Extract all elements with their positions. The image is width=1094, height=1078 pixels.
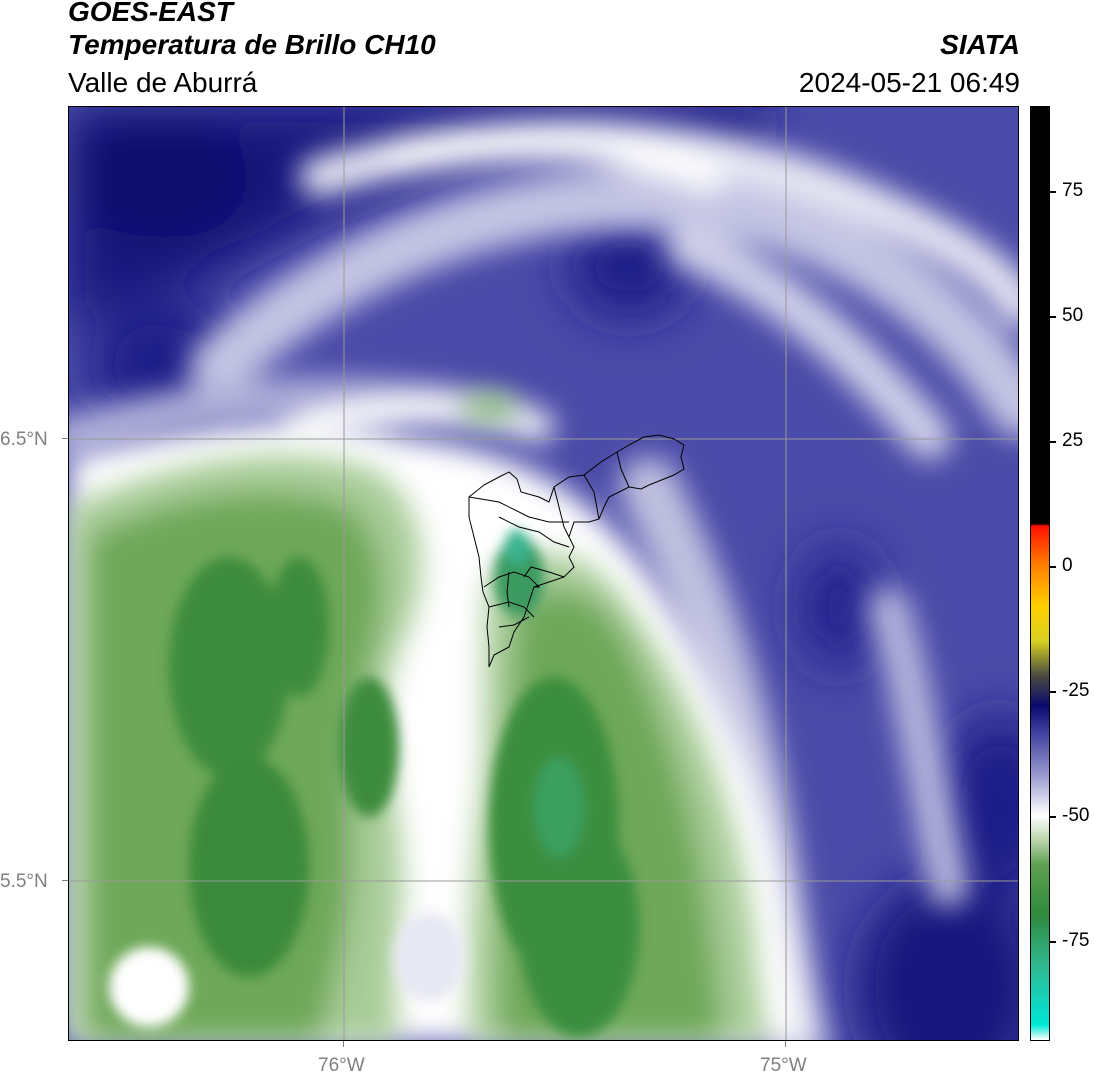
colorbar [1030, 106, 1050, 1041]
satellite-title: GOES-EAST [68, 0, 233, 27]
colorbar-tick-label: -75 [1062, 930, 1090, 951]
colorbar-tick-mark [1050, 566, 1056, 568]
colorbar-tick-mark [1050, 316, 1056, 318]
lon-tick-mark-76w [343, 1041, 344, 1047]
colorbar-tick-label: 50 [1062, 305, 1084, 326]
region-label: Valle de Aburrá [68, 67, 258, 98]
lon-tick-label: 76°W [318, 1055, 365, 1076]
colorbar-tick-label: 75 [1062, 180, 1084, 201]
colorbar-tick-label: 0 [1062, 555, 1073, 576]
organization-label: SIATA [940, 29, 1020, 60]
lat-tick-label: 5.5°N [0, 871, 48, 892]
municipal-boundaries [468, 434, 685, 668]
lon-tick-label: 75°W [760, 1055, 807, 1076]
brightness-temperature-map[interactable] [68, 106, 1019, 1041]
lat-tick-label: 6.5°N [0, 429, 48, 450]
timestamp-label: 2024-05-21 06:49 [798, 67, 1020, 98]
product-title: Temperatura de Brillo CH10 [68, 29, 436, 60]
colorbar-tick-mark [1050, 816, 1056, 818]
colorbar-tick-label: -50 [1062, 805, 1090, 826]
lon-tick-mark-75w [785, 1041, 786, 1047]
map-canvas [69, 107, 1018, 1040]
dark-green-cores [109, 529, 639, 1037]
colorbar-tick-mark [1050, 191, 1056, 193]
colorbar-tick-label: -25 [1062, 680, 1090, 701]
colorbar-tick-mark [1050, 941, 1056, 943]
colorbar-tick-label: 25 [1062, 430, 1084, 451]
lat-tick-mark-6-5n [62, 438, 68, 439]
lat-tick-mark-5-5n [62, 880, 68, 881]
colorbar-tick-mark [1050, 441, 1056, 443]
colorbar-tick-mark [1050, 691, 1056, 693]
gridlines [69, 107, 1018, 1040]
